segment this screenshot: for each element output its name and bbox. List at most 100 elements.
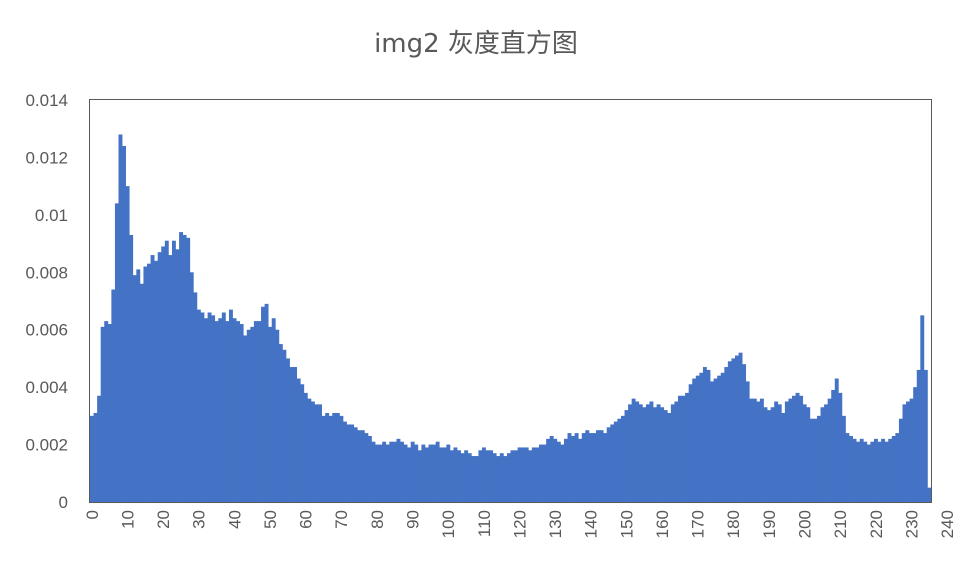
- histogram-bar-195: [784, 401, 789, 502]
- histogram-bar-74: [353, 427, 358, 502]
- histogram-bar-147: [613, 421, 618, 502]
- histogram-bar-192: [774, 401, 779, 502]
- histogram-bar-2: [97, 395, 102, 502]
- y-tick-label: 0.002: [25, 436, 68, 455]
- histogram-bar-210: [838, 392, 843, 502]
- plot-area-frame: [89, 99, 932, 503]
- histogram-bar-137: [578, 438, 583, 502]
- histogram-bar-89: [407, 447, 412, 502]
- histogram-bar-109: [478, 450, 483, 502]
- x-tick-label: 120: [510, 510, 529, 538]
- histogram-bar-180: [731, 358, 736, 502]
- histogram-bar-168: [688, 384, 693, 502]
- histogram-bar-42: [239, 323, 244, 502]
- x-axis-ticks: 0 10 20 30 40 50 60 70 80 90 100 110 120 130 140 150 160…: [83, 510, 957, 538]
- histogram-bar-117: [506, 453, 511, 502]
- histogram-bar-4: [104, 321, 109, 502]
- histogram-bar-46: [253, 321, 258, 502]
- histogram-bar-48: [261, 306, 265, 502]
- histogram-bar-29: [193, 292, 198, 502]
- histogram-bar-41: [236, 321, 241, 502]
- histogram-bar-99: [442, 447, 447, 502]
- x-tick-label: 50: [261, 510, 280, 529]
- histogram-bar-28: [189, 272, 194, 502]
- histogram-bar-203: [813, 418, 818, 502]
- histogram-bar-20: [161, 246, 166, 502]
- x-tick-label: 10: [118, 510, 137, 529]
- histogram-bar-52: [275, 329, 280, 502]
- histogram-bar-194: [781, 412, 786, 502]
- histogram-bar-170: [695, 375, 700, 502]
- histogram-bar-62: [310, 401, 315, 502]
- histogram-bar-128: [546, 438, 551, 502]
- histogram-bar-69: [335, 412, 340, 502]
- y-tick-label: 0.01: [35, 206, 68, 225]
- histogram-bar-211: [841, 415, 846, 502]
- histogram-bar-224: [888, 438, 893, 502]
- histogram-bar-77: [364, 433, 369, 502]
- histogram-bar-162: [667, 412, 672, 502]
- histogram-bar-55: [286, 358, 290, 502]
- histogram-bar-86: [396, 438, 401, 502]
- histogram-bar-146: [610, 424, 615, 502]
- histogram-bar-184: [745, 381, 750, 502]
- histogram-bar-113: [492, 453, 497, 502]
- histogram-bar-222: [881, 438, 886, 502]
- histogram-bar-5: [107, 323, 112, 502]
- y-tick-label: 0.012: [25, 148, 68, 167]
- histogram-bar-63: [314, 404, 319, 502]
- histogram-bar-71: [343, 421, 347, 502]
- histogram-bar-36: [218, 318, 223, 502]
- x-tick-label: 40: [225, 510, 244, 529]
- histogram-bar-215: [856, 441, 861, 502]
- histogram-bar-119: [514, 450, 518, 502]
- histogram-bar-206: [824, 404, 828, 502]
- histogram-bar-54: [282, 349, 287, 502]
- histogram-bar-37: [221, 312, 226, 502]
- histogram-bar-92: [417, 450, 422, 502]
- histogram-bar-189: [763, 407, 768, 502]
- histogram-bar-131: [556, 441, 561, 502]
- histogram-bar-67: [328, 415, 333, 502]
- histogram-bar-6: [111, 289, 116, 502]
- histogram-bar-143: [599, 430, 604, 502]
- histogram-bar-49: [264, 303, 269, 502]
- histogram-bar-111: [485, 450, 490, 502]
- histogram-bar-32: [204, 318, 208, 502]
- histogram-bar-151: [628, 404, 633, 502]
- histogram-bar-81: [378, 444, 383, 502]
- histogram-bar-139: [585, 430, 590, 502]
- histogram-bar-213: [849, 435, 853, 502]
- histogram-bar-108: [474, 456, 479, 502]
- histogram-bar-148: [617, 418, 622, 502]
- histogram-bar-3: [100, 326, 105, 502]
- bars-group: [90, 134, 932, 502]
- histogram-bar-72: [346, 424, 351, 502]
- histogram-bar-115: [499, 453, 504, 502]
- histogram-bar-21: [164, 240, 169, 502]
- histogram-bar-182: [738, 352, 743, 502]
- histogram-bar-154: [638, 404, 643, 502]
- histogram-bar-187: [756, 401, 761, 502]
- histogram-bar-145: [606, 427, 611, 502]
- histogram-bar-84: [389, 441, 394, 502]
- histogram-bar-219: [870, 441, 875, 502]
- histogram-bar-173: [706, 369, 711, 502]
- histogram-bar-22: [168, 255, 173, 502]
- x-tick-label: 90: [404, 510, 423, 529]
- histogram-bar-118: [510, 450, 515, 502]
- histogram-bar-235: [927, 487, 932, 502]
- histogram-bar-202: [809, 418, 814, 502]
- histogram-bar-96: [432, 444, 437, 502]
- histogram-bar-156: [645, 404, 650, 502]
- histogram-bar-126: [539, 444, 543, 502]
- x-tick-label: 190: [760, 510, 779, 538]
- histogram-bar-110: [481, 447, 486, 502]
- y-tick-label: 0: [59, 493, 68, 512]
- histogram-bar-19: [157, 252, 162, 502]
- histogram-bar-88: [403, 444, 408, 502]
- histogram-bar-141: [592, 433, 597, 502]
- histogram-bar-176: [717, 375, 722, 502]
- histogram-bar-11: [129, 234, 134, 502]
- histogram-bar-167: [685, 392, 690, 502]
